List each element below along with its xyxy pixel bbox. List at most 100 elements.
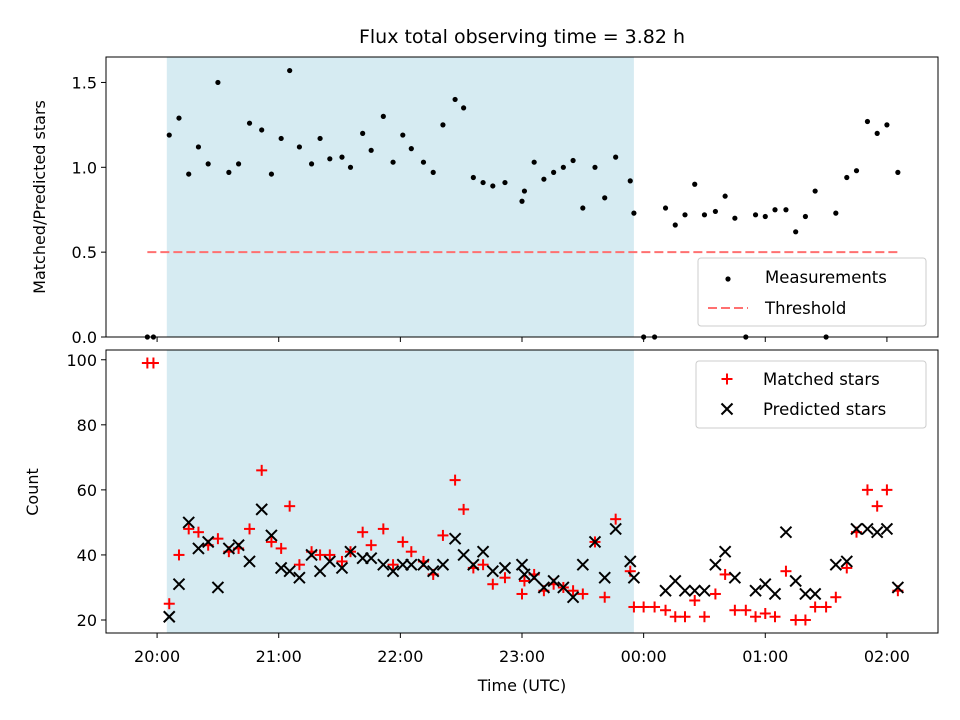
marker-stroke	[211, 581, 225, 594]
predicted-star-point	[243, 555, 256, 568]
matched-star-point	[830, 591, 842, 603]
marker-stroke	[426, 564, 440, 578]
matched-star-point	[780, 565, 792, 577]
predicted-star-point	[627, 571, 641, 584]
marker-stroke	[417, 558, 430, 571]
marker-stroke	[457, 548, 470, 562]
x-tick-label: 00:00	[621, 647, 667, 666]
predicted-star-point	[728, 571, 742, 584]
matched-star-point	[518, 575, 530, 587]
measurement-point	[246, 120, 253, 126]
marker-stroke	[515, 558, 529, 571]
measurement-point	[390, 159, 396, 165]
measurement-point	[296, 144, 303, 150]
measurement-point	[317, 135, 323, 142]
predicted-star-point	[779, 525, 793, 539]
predicted-star-point	[457, 548, 470, 562]
observing-window-shade-bottom	[166, 350, 634, 633]
legend-measurements-label: Measurements	[765, 268, 887, 287]
predicted-star-point	[659, 584, 672, 597]
matched-star-point	[759, 607, 771, 619]
marker-stroke	[861, 522, 874, 536]
x-tick-label: 21:00	[256, 647, 302, 666]
measurement-point	[408, 146, 414, 152]
predicted-star-point	[448, 532, 462, 545]
measurement-point	[682, 212, 688, 218]
y-tick-label: 20	[77, 611, 97, 630]
predicted-star-point	[718, 545, 732, 558]
matched-star-point	[599, 591, 611, 603]
predicted-star-point	[436, 558, 450, 571]
marker-stroke	[182, 516, 195, 529]
predicted-star-point	[192, 542, 205, 555]
matched-star-point	[660, 604, 672, 616]
matched-star-point	[212, 533, 224, 545]
x-axis-ticks-top	[156, 337, 888, 342]
marker-stroke	[448, 532, 462, 545]
predicted-star-point	[476, 545, 490, 558]
marker-stroke	[283, 564, 296, 578]
measurement-point	[205, 161, 211, 167]
marker-stroke	[759, 577, 772, 591]
predicted-star-point	[861, 522, 874, 536]
top-panel-frame	[105, 56, 939, 338]
marker-stroke	[274, 561, 288, 575]
matched-star-point	[861, 484, 873, 496]
measurement-point	[783, 207, 789, 213]
marker-stroke	[678, 584, 692, 597]
matched-star-point	[397, 536, 409, 548]
matched-star-point	[499, 572, 511, 584]
predicted-star-point	[624, 555, 637, 568]
predicted-star-point	[323, 555, 337, 568]
y-tick-label: 100	[66, 351, 97, 370]
marker-stroke	[840, 555, 853, 568]
measurement-point	[420, 159, 427, 165]
measurement-point	[802, 213, 809, 220]
predicted-star-point	[557, 581, 570, 594]
measurement-point	[521, 188, 528, 194]
predicted-star-point	[609, 522, 622, 536]
marker-stroke	[829, 558, 843, 571]
matched-star-point	[841, 562, 853, 574]
marker-stroke	[243, 555, 256, 568]
y-tick-label: 0.0	[72, 328, 97, 347]
predicted-star-point	[486, 564, 500, 578]
measurement-point	[844, 174, 850, 181]
measurement-point	[360, 130, 366, 136]
legend-cross	[720, 402, 734, 416]
legend-top-box	[697, 257, 927, 327]
marker-stroke	[789, 574, 802, 588]
predicted-star-point	[515, 558, 529, 571]
measurement-point	[480, 179, 486, 186]
x-tick-label: 22:00	[377, 647, 423, 666]
matched-star-point	[567, 585, 579, 597]
measurement-point	[812, 188, 818, 194]
marker-stroke	[313, 564, 327, 578]
predicted-star-point	[789, 574, 802, 588]
marker-stroke	[891, 581, 905, 594]
matched-star-point	[689, 594, 701, 606]
measurement-point	[380, 113, 386, 119]
y-tick-label: 1.0	[72, 158, 97, 177]
measurement-point	[560, 164, 566, 170]
marker-stroke	[799, 587, 812, 601]
matched-star-point	[719, 568, 731, 580]
matched-star-point	[769, 611, 781, 623]
matched-star-point	[437, 529, 449, 541]
x-axis-ticks-bottom: 20:00 21:00 22:00 23:00 00:00 01:00 02:00	[134, 633, 910, 666]
predicted-star-point	[222, 542, 236, 555]
measurement-point	[722, 193, 728, 199]
measurement-point	[347, 164, 354, 170]
measurement-point	[874, 130, 880, 136]
predicted-star-point	[850, 522, 863, 536]
matched-star-point	[638, 601, 650, 613]
measurement-point	[732, 215, 738, 221]
measurement-point	[631, 210, 637, 216]
y-tick-label: 40	[77, 546, 97, 565]
measurement-point	[327, 156, 333, 162]
predicted-star-point	[467, 558, 480, 571]
measurement-point	[712, 208, 719, 215]
measurement-point	[672, 222, 678, 228]
marker-stroke	[467, 558, 480, 571]
predicted-star-point	[426, 564, 440, 578]
